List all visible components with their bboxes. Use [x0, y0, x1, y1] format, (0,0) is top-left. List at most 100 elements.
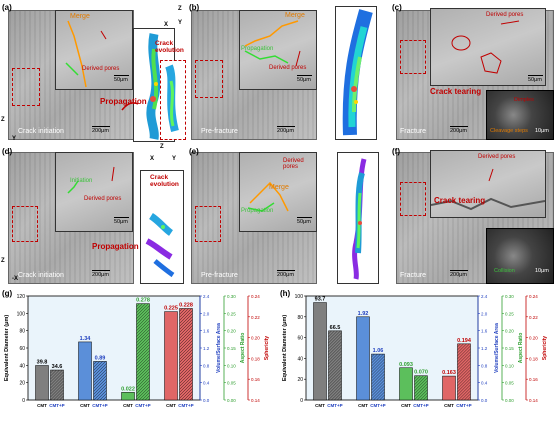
derived-pores-label-c: Derived pores — [486, 12, 523, 18]
propagation-label-d: Propagation — [92, 242, 139, 251]
y-tick-label-right: 1.6 — [203, 329, 210, 334]
y-tick-label-right: 0.05 — [505, 381, 514, 386]
axis-z-a: Z — [178, 6, 182, 12]
y-tick-label-right: 0.4 — [203, 381, 210, 386]
roi-box-a — [12, 68, 40, 106]
y-tick-label-right: 0.14 — [251, 398, 260, 403]
bar — [51, 370, 64, 400]
category-label: CMT+P — [327, 403, 342, 408]
y-tick-label-right: 2.0 — [481, 311, 488, 316]
derived-pores-label-b: Derived pores — [269, 65, 306, 71]
dimples-label-c: Dimples — [514, 97, 534, 103]
y-tick-label-right: 0.16 — [251, 377, 260, 382]
y-tick-label-right: 0.8 — [203, 363, 210, 368]
axis-y-a: Y — [178, 20, 182, 26]
stage-label-c: Fracture — [400, 128, 426, 135]
crack-evolution-label-a: Crack evolution — [155, 40, 185, 54]
panel-f: (f) Derived pores Crack tearing Fracture… — [390, 144, 554, 284]
axis-z-d: Z — [160, 144, 164, 150]
y-tick-label-left: 0 — [22, 398, 25, 404]
y-axis-label-right: Sphericity — [264, 336, 270, 360]
y-tick-label-right: 0.00 — [227, 398, 236, 403]
y-tick-label-right: 0.00 — [505, 398, 514, 403]
category-label: CMT+P — [370, 403, 385, 408]
bar-value-label: 0.093 — [399, 362, 413, 368]
bar-value-label: 0.163 — [442, 370, 456, 376]
y-tick-label-right: 0.15 — [505, 346, 514, 351]
stage-label-e: Pre-fracture — [201, 272, 238, 279]
y-tick-label-left: 20 — [297, 377, 303, 383]
y-tick-label-right: 2.4 — [481, 294, 488, 299]
category-label: CMT+P — [178, 403, 193, 408]
category-label: CMT — [166, 403, 176, 408]
panel-label-c: (c) — [392, 3, 402, 12]
collision-label-f: Collision — [494, 268, 515, 274]
y-tick-label-right: 0.0 — [203, 398, 210, 403]
y-tick-label-left: 40 — [19, 363, 25, 369]
category-label: CMT — [80, 403, 90, 408]
stage-label-f: Fracture — [400, 272, 426, 279]
y-axis-label-right: Volume/Surface Area — [216, 323, 222, 373]
crack-tearing-label-c: Crack tearing — [430, 87, 481, 96]
propagation-label-e: Propagation — [241, 208, 273, 214]
derived-pores-label-f: Derived pores — [478, 154, 515, 160]
y-tick-label-left: 120 — [17, 294, 26, 300]
sem-scale-f: 10μm — [535, 268, 549, 274]
y-tick-label-right: 0.20 — [251, 336, 260, 341]
bar — [329, 331, 342, 400]
y-tick-label-left: 80 — [19, 329, 25, 335]
main-scale-a: 200μm — [92, 126, 110, 134]
merge-label-e: Merge — [269, 184, 289, 191]
inset-scale-d: 50μm — [114, 217, 129, 225]
bar-value-label: 0.89 — [95, 355, 106, 361]
y-tick-label-left: 60 — [297, 336, 303, 342]
bar — [165, 312, 178, 400]
chart-panel-label: (h) — [280, 289, 291, 298]
y-tick-label-right: 0.24 — [251, 294, 260, 299]
y-tick-label-left: 0 — [300, 398, 303, 404]
roi-box-b — [195, 60, 223, 98]
y-tick-label-left: 100 — [17, 311, 26, 317]
y-tick-label-right: 0.20 — [505, 329, 514, 334]
crack-tearing-label-f: Crack tearing — [434, 196, 485, 205]
panel-label-f: (f) — [392, 147, 400, 156]
inset-f — [430, 150, 546, 218]
y-tick-label-right: 0.18 — [529, 356, 538, 361]
panel-e: (e) Derived pores Merge Propagation 50μm… — [187, 144, 387, 284]
panel-label-b: (b) — [189, 3, 199, 12]
bar-value-label: 0.225 — [164, 306, 178, 312]
y-tick-label-right: 0.30 — [505, 294, 514, 299]
y-tick-label-right: 0.10 — [227, 363, 236, 368]
side-axis-x-bottom: -X — [12, 276, 18, 282]
bar — [400, 368, 413, 400]
pore-outlines-c — [431, 9, 545, 85]
main-scale-b: 200μm — [277, 126, 295, 134]
panel-a: (a) Merge Derived pores 50μm Propagation… — [0, 0, 185, 140]
panel-c: (c) Derived pores 50μm Crack tearing Fra… — [390, 0, 554, 140]
y-tick-label-left: 40 — [297, 356, 303, 362]
category-label: CMT — [401, 403, 411, 408]
crack-3d-e — [337, 152, 379, 284]
roi-box-d — [12, 206, 38, 242]
y-tick-label-right: 1.2 — [481, 346, 488, 351]
category-label: CMT+P — [49, 403, 64, 408]
category-label: CMT+P — [92, 403, 107, 408]
y-tick-label-left: 20 — [19, 381, 25, 387]
y-axis-label-right: Volume/Surface Area — [494, 323, 500, 373]
chart-panel-label: (g) — [2, 289, 13, 298]
bar-value-label: 0.228 — [179, 302, 193, 308]
stage-label-b: Pre-fracture — [201, 128, 238, 135]
y-tick-label-right: 0.15 — [227, 346, 236, 351]
sem-fractograph-f — [486, 228, 554, 284]
category-label: CMT+P — [456, 403, 471, 408]
merge-label-a: Merge — [70, 13, 90, 20]
main-scale-f: 200μm — [450, 270, 468, 278]
y-tick-label-left: 80 — [297, 315, 303, 321]
inset-scale-c: 50μm — [528, 75, 543, 83]
merge-label-b: Merge — [285, 12, 305, 19]
inset-scale-a: 50μm — [114, 75, 129, 83]
derived-pores-label-d: Derived pores — [84, 196, 121, 202]
crack-3d-b — [335, 6, 377, 140]
